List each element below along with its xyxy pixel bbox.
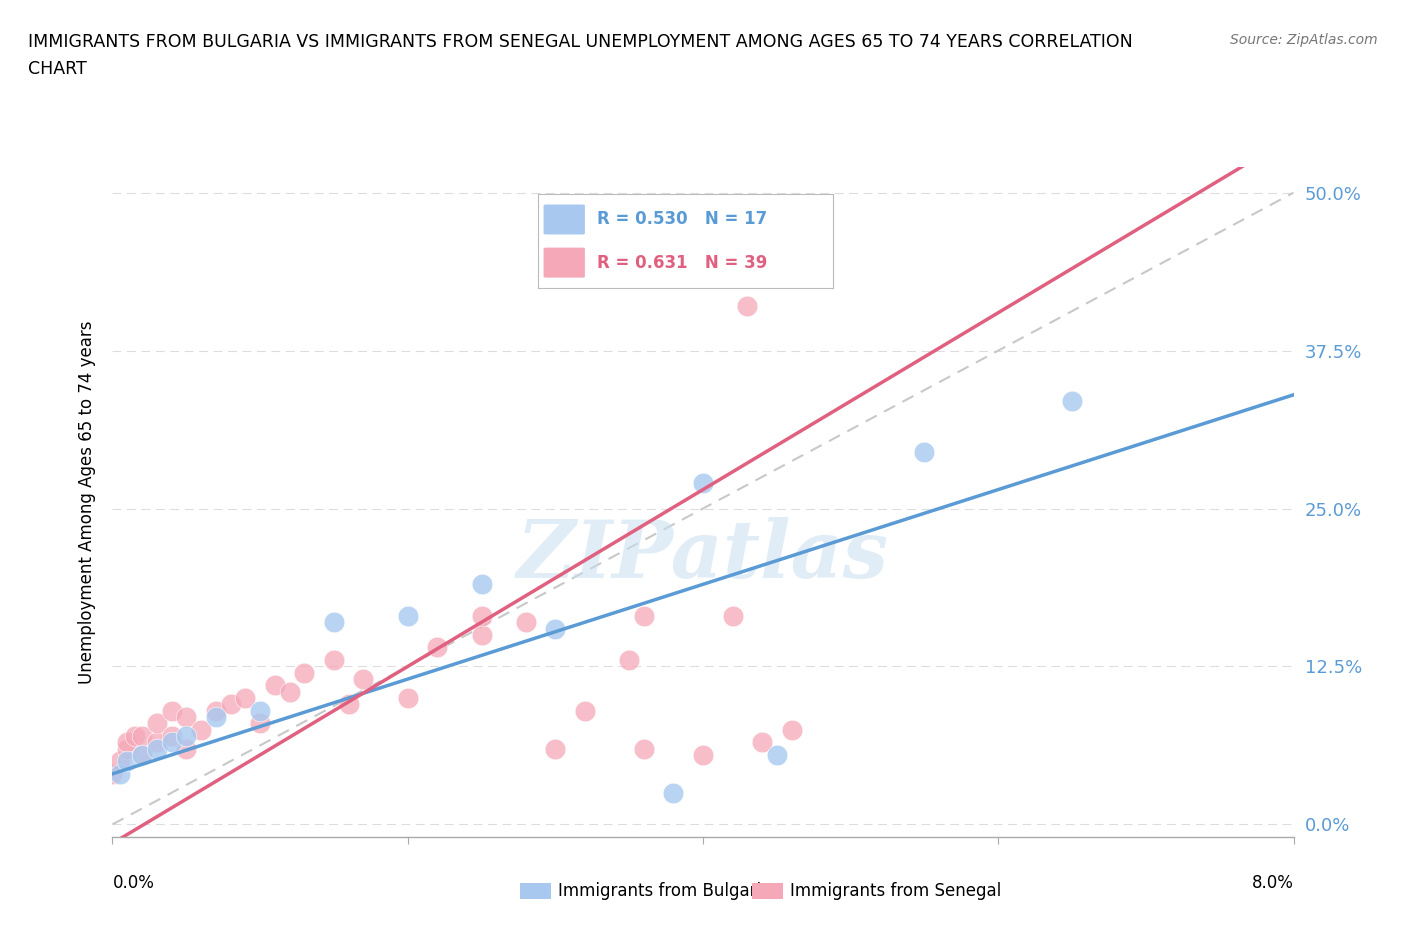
Point: [323, 615, 346, 630]
Text: Immigrants from Senegal: Immigrants from Senegal: [790, 882, 1001, 900]
Point: [205, 710, 228, 724]
Point: [544, 621, 567, 636]
Point: [426, 640, 449, 655]
Point: [160, 728, 183, 743]
Point: [249, 716, 271, 731]
Point: [174, 741, 197, 756]
Point: [160, 735, 183, 750]
Point: [692, 476, 714, 491]
Point: [190, 723, 212, 737]
Point: [174, 710, 197, 724]
Point: [544, 741, 567, 756]
Point: [692, 748, 714, 763]
Point: [146, 716, 169, 731]
Point: [662, 785, 685, 800]
Point: [396, 608, 419, 623]
Point: [205, 703, 228, 718]
Point: [117, 753, 138, 768]
Text: IMMIGRANTS FROM BULGARIA VS IMMIGRANTS FROM SENEGAL UNEMPLOYMENT AMONG AGES 65 T: IMMIGRANTS FROM BULGARIA VS IMMIGRANTS F…: [28, 33, 1133, 50]
Point: [780, 723, 803, 737]
Point: [633, 608, 655, 623]
Point: [146, 741, 169, 756]
Point: [721, 608, 744, 623]
Text: 0.0%: 0.0%: [112, 874, 155, 892]
Point: [737, 299, 759, 313]
Point: [249, 703, 271, 718]
Text: 8.0%: 8.0%: [1251, 874, 1294, 892]
Point: [633, 741, 655, 756]
Point: [117, 735, 138, 750]
Text: CHART: CHART: [28, 60, 87, 78]
Y-axis label: Unemployment Among Ages 65 to 74 years: Unemployment Among Ages 65 to 74 years: [77, 321, 96, 684]
Point: [108, 766, 131, 781]
Point: [219, 697, 242, 711]
Point: [574, 703, 596, 718]
Point: [174, 728, 197, 743]
Point: [914, 445, 936, 459]
Point: [1062, 393, 1084, 408]
Point: [765, 748, 787, 763]
Point: [131, 748, 153, 763]
Point: [751, 735, 773, 750]
Text: Source: ZipAtlas.com: Source: ZipAtlas.com: [1230, 33, 1378, 46]
Point: [471, 608, 494, 623]
Point: [292, 665, 315, 680]
Point: [131, 728, 153, 743]
Point: [337, 697, 360, 711]
Point: [471, 628, 494, 643]
Point: [131, 748, 153, 763]
Point: [323, 653, 346, 668]
Point: [108, 753, 131, 768]
Point: [160, 703, 183, 718]
Text: ZIPatlas: ZIPatlas: [517, 517, 889, 594]
Point: [278, 684, 301, 699]
Point: [471, 577, 494, 591]
Point: [146, 735, 169, 750]
Point: [515, 615, 537, 630]
Text: Immigrants from Bulgaria: Immigrants from Bulgaria: [558, 882, 772, 900]
Point: [117, 741, 138, 756]
Point: [124, 728, 146, 743]
Point: [619, 653, 641, 668]
Point: [233, 691, 256, 706]
Point: [352, 671, 374, 686]
Point: [101, 766, 124, 781]
Point: [396, 691, 419, 706]
Point: [264, 678, 287, 693]
